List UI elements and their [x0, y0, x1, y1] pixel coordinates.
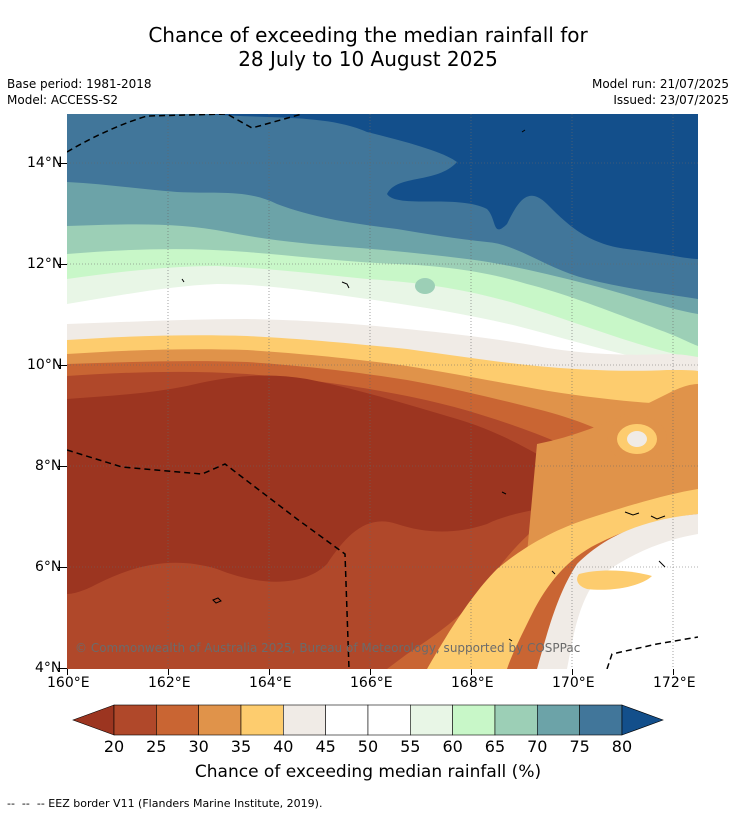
lon-tick — [471, 669, 472, 675]
colorbar-cell — [113, 704, 157, 736]
lat-label: 6°N — [35, 559, 62, 575]
eez-footnote: -- -- -- EEZ border V11 (Flanders Marine… — [7, 797, 323, 810]
colorbar-cell — [410, 704, 453, 736]
colorbar-cell — [156, 704, 199, 736]
islands — [181, 129, 666, 642]
lon-tick — [67, 669, 68, 675]
lat-tick — [58, 264, 67, 265]
lon-label: 160°E — [47, 675, 90, 691]
colorbar-cell — [240, 704, 284, 736]
colorbar-cells — [113, 704, 623, 736]
lon-tick — [168, 669, 169, 675]
issued-date: Issued: 23/07/2025 — [613, 93, 729, 107]
lon-tick — [572, 669, 573, 675]
lat-tick — [58, 567, 67, 568]
colorbar-cell — [367, 704, 411, 736]
lat-label: 4°N — [35, 660, 62, 676]
region-small-teal — [415, 278, 435, 294]
colorbar-tick-label: 40 — [273, 737, 294, 756]
colorbar-tick-label: 25 — [146, 737, 167, 756]
colorbar-tick-label: 20 — [103, 737, 125, 756]
colorbar-cell — [536, 704, 580, 736]
colorbar-cell — [579, 704, 623, 736]
colorbar-tick-label: 45 — [315, 737, 336, 756]
colorbar-cell — [198, 704, 242, 736]
model-name: Model: ACCESS-S2 — [7, 93, 119, 107]
colorbar-cell — [325, 704, 369, 736]
base-period: Base period: 1981-2018 — [7, 77, 152, 91]
map-title-line2: 28 July to 10 August 2025 — [238, 47, 498, 71]
colorbar-tick-label: 70 — [527, 737, 548, 756]
eez-borders — [67, 114, 698, 669]
graticule — [67, 114, 698, 669]
colorbar-tick-label: 35 — [230, 737, 252, 756]
colorbar-cell — [494, 704, 538, 736]
region-ring-center — [627, 431, 647, 447]
colorbar-tick-label: 80 — [611, 737, 633, 756]
lon-label: 168°E — [451, 675, 494, 691]
copyright-notice: © Commonwealth of Australia 2025, Bureau… — [75, 641, 581, 655]
region-20 — [67, 375, 598, 594]
colorbar-cell — [283, 704, 326, 736]
lon-label: 164°E — [249, 675, 292, 691]
colorbar — [72, 704, 664, 736]
lon-label: 166°E — [350, 675, 393, 691]
colorbar-cell — [452, 704, 496, 736]
colorbar-tick-label: 75 — [569, 737, 590, 756]
region-yellow-blob — [577, 570, 652, 590]
colorbar-tick-label: 30 — [188, 737, 209, 756]
lat-tick — [58, 668, 67, 669]
map-title-line1: Chance of exceeding the median rainfall … — [148, 23, 588, 47]
model-run-date: Model run: 21/07/2025 — [591, 77, 729, 91]
lat-label: 10°N — [27, 357, 63, 373]
lon-tick — [370, 669, 371, 675]
colorbar-extend-low — [72, 704, 115, 736]
region-southeast-white — [567, 534, 698, 669]
region-southeast-yellow — [427, 489, 698, 669]
colorbar-tick-label: 55 — [400, 737, 421, 756]
lat-label: 8°N — [35, 458, 62, 474]
map-svg — [67, 114, 698, 669]
lat-label: 14°N — [27, 155, 63, 171]
colorbar-tick-label: 65 — [484, 737, 506, 756]
lat-tick — [58, 365, 67, 366]
lon-tick — [269, 669, 270, 675]
lon-label: 172°E — [653, 675, 696, 691]
lat-tick — [58, 163, 67, 164]
lat-label: 12°N — [27, 256, 63, 272]
lat-tick — [58, 466, 67, 467]
lon-tick — [673, 669, 674, 675]
rainfall-probability-map — [67, 114, 698, 669]
lon-label: 162°E — [148, 675, 191, 691]
colorbar-tick-label: 50 — [357, 737, 379, 756]
colorbar-extend-high — [621, 704, 664, 736]
colorbar-title: Chance of exceeding median rainfall (%) — [194, 762, 542, 782]
colorbar-tick-label: 60 — [442, 737, 463, 756]
lon-label: 170°E — [552, 675, 595, 691]
